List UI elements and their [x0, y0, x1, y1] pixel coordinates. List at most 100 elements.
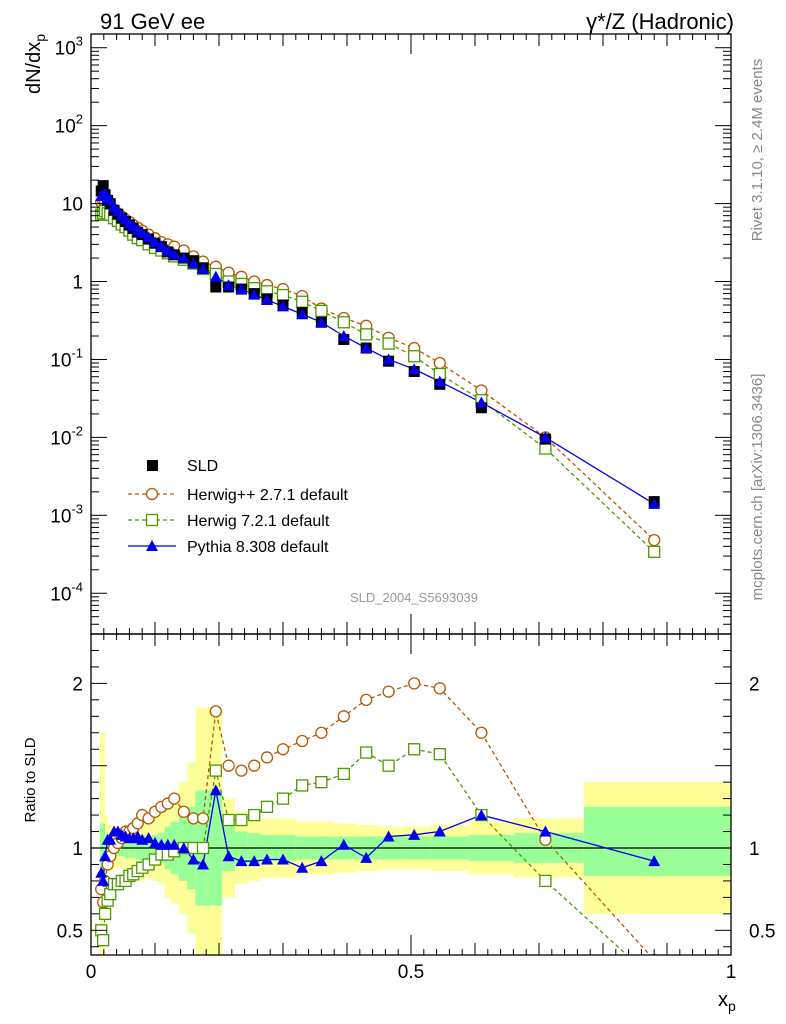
rivet-label: Rivet 3.1.10, ≥ 2.4M events	[749, 59, 766, 242]
header-right: γ*/Z (Hadronic)	[586, 9, 734, 34]
pythia-line	[101, 192, 655, 505]
ratio-pythia-point	[104, 833, 117, 845]
legend-label-pythia: Pythia 8.308 default	[187, 539, 329, 556]
sld-point	[475, 402, 487, 414]
ratio-pythia-point	[187, 853, 200, 865]
pythia-point	[104, 194, 117, 206]
legend-label-sld: SLD	[187, 458, 218, 475]
herwigpp-point	[648, 534, 661, 547]
pythia-point	[277, 300, 289, 312]
legend-marker-pythia	[146, 540, 158, 551]
pythia-point	[155, 240, 168, 252]
pythia-point	[296, 308, 309, 320]
mcplots-label: mcplots.cern.ch [arXiv:1306.3436]	[749, 374, 766, 601]
legend-label-herwig7: Herwig 7.2.1 default	[187, 513, 330, 530]
ratio-herwigpp-point	[209, 705, 222, 718]
ratio-herwigpp-point	[276, 743, 290, 756]
upper-ylabel: dN/dxp	[23, 34, 48, 94]
y-tick-label-right: 0.5	[749, 921, 775, 942]
pythia-point	[408, 363, 421, 375]
ratio-pythia-point	[209, 784, 222, 796]
ratio-herwig7-point	[296, 779, 309, 792]
ratio-herwigpp-point	[296, 734, 309, 748]
herwig7-point	[382, 337, 395, 350]
pythia-point	[648, 497, 661, 509]
y-tick-label: 10-2	[50, 423, 83, 449]
ratio-herwig7-point	[196, 841, 210, 855]
legend-item-sld: SLD	[147, 458, 218, 475]
ratio-pythia-point	[382, 830, 395, 842]
legend-item-herwig7: Herwig 7.2.1 default	[128, 513, 330, 530]
legend-marker-herwigpp	[145, 487, 159, 501]
ratio-herwigpp-point	[337, 710, 350, 723]
ratio-herwig7-point	[649, 974, 660, 985]
ratio-pythia-point	[475, 809, 488, 821]
y-tick-label: 2	[72, 674, 83, 695]
x-tick-label: 0	[86, 962, 97, 983]
lower-panel: 0.5 0.51 12 20 0.5 1	[57, 34, 775, 985]
ratio-herwigpp-point	[235, 764, 248, 777]
sld-point	[210, 281, 222, 293]
y-tick-label: 10-1	[50, 345, 83, 371]
ratio-herwigpp-point	[360, 693, 373, 706]
header-left: 91 GeV ee	[100, 9, 205, 34]
sld-point	[97, 180, 109, 192]
legend-item-herwigpp: Herwig++ 2.7.1 default	[128, 487, 349, 504]
ratio-pythia-point	[337, 838, 350, 850]
lower-ylabel: Ratio to SLD	[22, 737, 39, 822]
x-ticks: 0 0.5 1	[86, 34, 736, 983]
ratio-pythia-point	[248, 855, 261, 867]
herwigpp-point	[433, 356, 446, 370]
lower-ticks: 0.5 0.5 1 1 2 2	[57, 649, 775, 948]
x-tick-label: 0.5	[398, 962, 424, 983]
ratio-herwigpp-point	[475, 726, 488, 739]
y-tick-label: 1	[72, 839, 83, 860]
ratio-herwigpp-point	[408, 677, 421, 690]
ratio-pythia-point	[648, 855, 661, 867]
ratio-pythia-point	[433, 825, 446, 837]
pythia-point	[382, 353, 395, 365]
ratio-herwig7-point	[97, 934, 110, 947]
herwig7-point	[276, 288, 290, 302]
ratio-herwigpp-point	[168, 792, 181, 805]
ratio-herwigpp-point	[260, 751, 274, 764]
ratio-pythia-point	[539, 825, 552, 837]
legend: SLD Herwig++ 2.7.1 default Herwig 7.2.1 …	[128, 458, 349, 556]
ratio-herwig7-point	[260, 800, 274, 813]
herwig7-point	[315, 304, 328, 318]
ratio-herwigpp-point	[650, 953, 658, 955]
ratio-herwigpp-point	[315, 726, 328, 739]
y-tick-label: 0.5	[57, 921, 83, 942]
legend-item-pythia: Pythia 8.308 default	[128, 539, 329, 556]
ratio-pythia-point	[261, 853, 273, 865]
ratio-pythia-point	[95, 866, 108, 878]
ratio-pythia-point	[222, 850, 235, 862]
y-tick-label: 10-4	[50, 579, 83, 605]
herwig7-point	[539, 442, 552, 455]
y-tick-label: 1	[72, 273, 83, 294]
pythia-point	[136, 226, 149, 238]
ratio-herwig7-point	[382, 759, 395, 772]
herwig7-point	[296, 295, 309, 308]
ratio-herwig7-point	[209, 764, 222, 777]
pythia-point	[475, 396, 488, 408]
ratio-pythia-point	[177, 842, 190, 853]
pythia-point	[235, 283, 248, 295]
y-tick-label: 102	[55, 112, 83, 138]
ratio-pythia-point	[235, 855, 248, 867]
pythia-point	[315, 316, 328, 328]
y-tick-label: 103	[55, 34, 83, 60]
ratio-herwigpp-point	[382, 685, 395, 698]
ratio-pythia-point	[277, 853, 289, 865]
legend-label-herwigpp: Herwig++ 2.7.1 default	[187, 487, 349, 504]
ratio-pythia-point	[360, 851, 373, 863]
upper-series	[95, 180, 661, 558]
pythia-point	[177, 252, 190, 264]
ratio-herwigpp-point	[196, 812, 210, 825]
ratio-pythia-point	[315, 855, 328, 867]
pythia-point	[197, 262, 209, 274]
ratio-herwigpp-point	[248, 759, 261, 772]
